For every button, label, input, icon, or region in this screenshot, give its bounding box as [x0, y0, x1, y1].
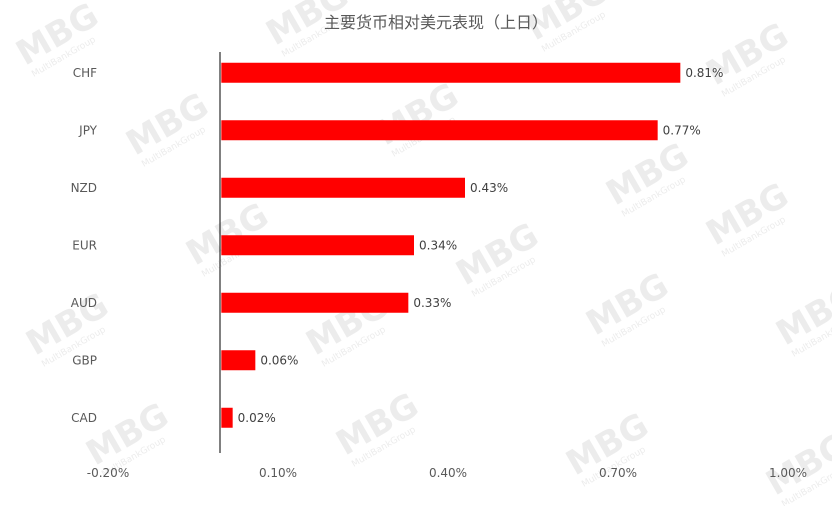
- data-label-cad: 0.02%: [238, 411, 276, 425]
- x-tick-label: 0.40%: [429, 466, 467, 480]
- x-tick-label: 1.00%: [769, 466, 807, 480]
- data-label-aud: 0.33%: [413, 296, 451, 310]
- category-label-eur: EUR: [72, 238, 97, 252]
- x-tick-label: 0.10%: [259, 466, 297, 480]
- data-label-chf: 0.81%: [685, 66, 723, 80]
- category-label-chf: CHF: [73, 66, 97, 80]
- data-label-gbp: 0.06%: [260, 353, 298, 367]
- x-axis-ticks: -0.20% 0.10% 0.40% 0.70% 1.00%: [87, 466, 807, 480]
- category-label-gbp: GBP: [72, 353, 97, 367]
- bars-group: CHF 0.81% JPY 0.77% NZD 0.43% EUR 0.34% AUD 0.33%…: [71, 62, 723, 428]
- bar-eur: [221, 235, 414, 256]
- x-tick-label: 0.70%: [599, 466, 637, 480]
- data-label-jpy: 0.77%: [663, 123, 701, 137]
- bar-jpy: [221, 120, 658, 141]
- category-label-jpy: JPY: [78, 123, 98, 137]
- bar-nzd: [221, 177, 465, 198]
- bar-aud: [221, 292, 409, 313]
- x-tick-label: -0.20%: [87, 466, 129, 480]
- category-label-nzd: NZD: [71, 181, 97, 195]
- bar-chf: [221, 62, 681, 83]
- data-label-eur: 0.34%: [419, 238, 457, 252]
- category-label-aud: AUD: [71, 296, 97, 310]
- data-label-nzd: 0.43%: [470, 181, 508, 195]
- bar-gbp: [221, 350, 256, 371]
- category-label-cad: CAD: [71, 411, 97, 425]
- chart-title: 主要货币相对美元表现（上日）: [324, 13, 548, 32]
- bar-cad: [221, 407, 233, 428]
